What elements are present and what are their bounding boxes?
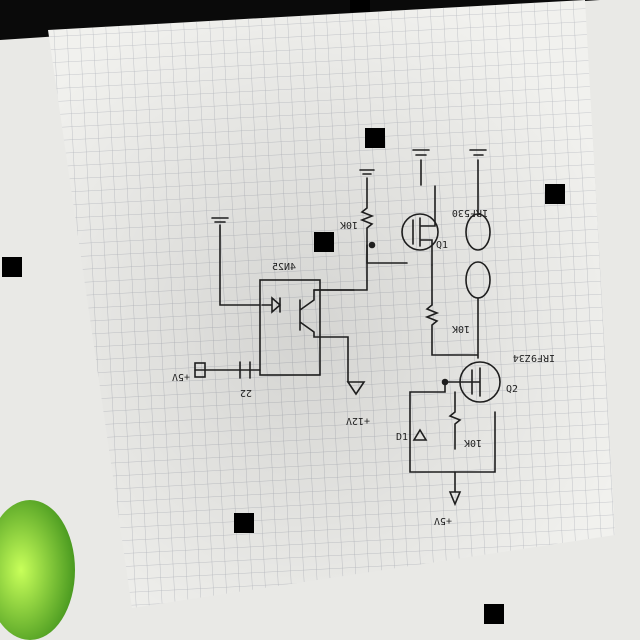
label-resistor-c: 10K xyxy=(464,437,482,448)
circuit-schematic xyxy=(194,149,501,507)
label-supply: +12V xyxy=(346,415,370,426)
schematic-labels: 4N25 IRF530 IRF9Z34 10K 10K 10K +5V 22 +… xyxy=(172,207,555,526)
label-mosfet-bottom: IRF9Z34 xyxy=(513,352,555,363)
label-q2: Q2 xyxy=(506,384,518,395)
label-mosfet-top: IRF530 xyxy=(452,207,488,218)
label-input: +5V xyxy=(172,371,190,382)
label-ground: +5V xyxy=(434,515,452,526)
label-q1: Q1 xyxy=(436,240,448,251)
label-resistor-a: 10K xyxy=(340,219,358,230)
redaction-squares xyxy=(2,0,565,624)
grid-paper xyxy=(48,0,615,608)
label-resistor-b: 10K xyxy=(452,323,470,334)
label-input-resistor: 22 xyxy=(240,387,252,398)
green-object xyxy=(0,500,75,640)
label-optocoupler: 4N25 xyxy=(272,262,296,273)
label-diode: D1 xyxy=(396,432,408,443)
